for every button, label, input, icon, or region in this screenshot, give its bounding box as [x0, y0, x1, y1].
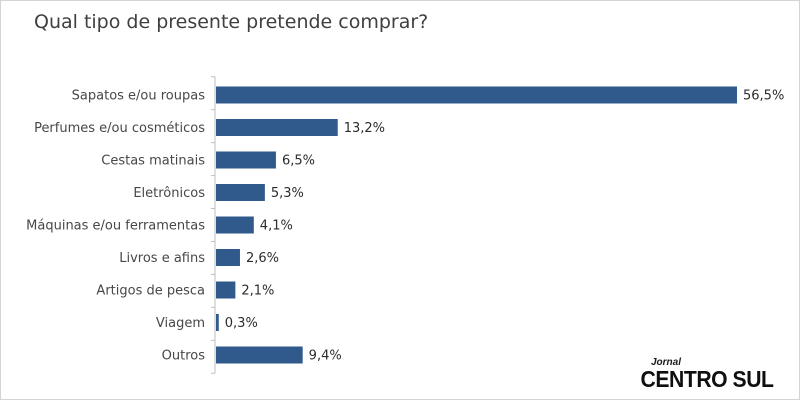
bar: [216, 314, 219, 331]
category-label: Cestas matinais: [101, 154, 205, 169]
bar: [216, 184, 265, 201]
category-label: Sapatos e/ou roupas: [72, 89, 206, 104]
category-label: Livros e afins: [119, 251, 205, 266]
bar: [216, 249, 240, 266]
category-label: Máquinas e/ou ferramentas: [26, 219, 205, 234]
bar: [216, 281, 236, 299]
bar: [216, 346, 303, 364]
value-label: 2,1%: [241, 284, 274, 299]
category-label: Viagem: [156, 316, 205, 331]
brand-small-text: Jornal: [650, 357, 681, 368]
brand-main-text: CENTRO SUL: [640, 366, 773, 392]
bar: [216, 216, 254, 234]
bar: [216, 86, 737, 104]
category-label: Perfumes e/ou cosméticos: [34, 121, 205, 136]
value-label: 56,5%: [743, 89, 784, 104]
category-label: Eletrônicos: [133, 186, 205, 201]
value-label: 4,1%: [260, 219, 293, 234]
value-label: 6,5%: [282, 154, 315, 169]
bar: [216, 151, 276, 169]
value-label: 9,4%: [309, 349, 342, 364]
value-label: 0,3%: [225, 316, 258, 331]
category-label: Artigos de pesca: [96, 284, 205, 299]
value-label: 2,6%: [246, 251, 279, 266]
brand-logo: Jornal CENTRO SUL: [629, 357, 773, 392]
chart-title: Qual tipo de presente pretende comprar?: [34, 11, 429, 33]
category-label: Outros: [162, 349, 206, 364]
value-label: 13,2%: [344, 121, 385, 136]
value-label: 5,3%: [271, 186, 304, 201]
bar: [216, 119, 338, 136]
